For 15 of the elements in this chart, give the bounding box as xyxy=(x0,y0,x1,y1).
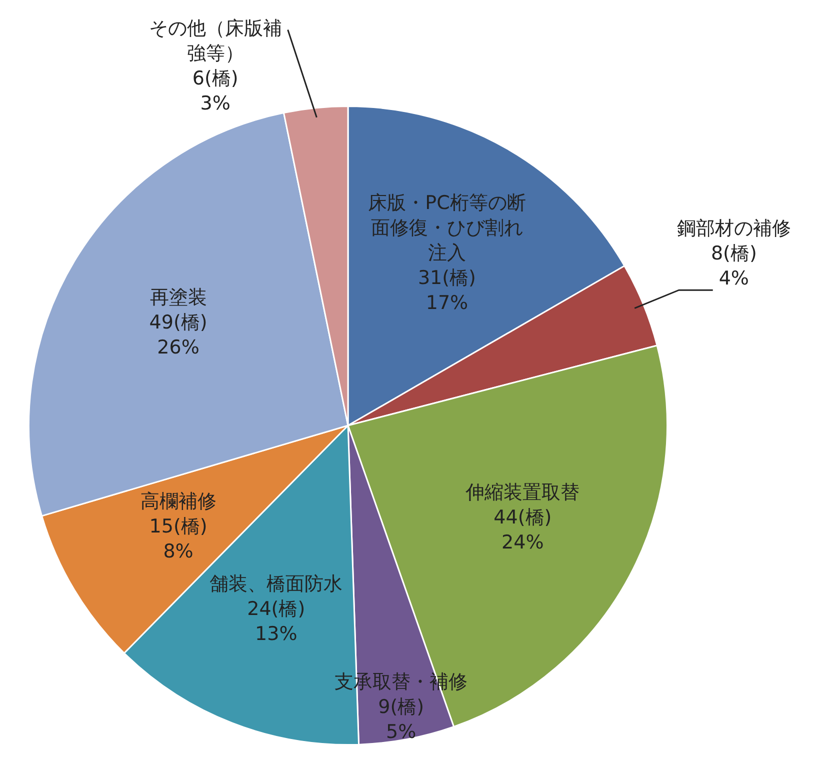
data-label: 15(橋) 8% xyxy=(149,515,208,562)
slice-label: 床版・PC桁等の断面修復・ひび割れ注入 xyxy=(368,192,526,264)
slice-label: 鋼部材の補修 xyxy=(676,218,791,240)
slice-label: 再塗装 xyxy=(150,286,207,309)
slice-label: その他（床版補強等） xyxy=(148,18,282,65)
slice-label: 舗装、橋面防水 xyxy=(210,572,343,595)
data-label: 31(橋) 17% xyxy=(418,267,476,314)
data-label: 44(橋) 24% xyxy=(494,506,552,554)
data-label: 9(橋) 5% xyxy=(378,696,424,743)
data-label: 6(橋) 3% xyxy=(192,68,238,115)
data-label: 49(橋) 26% xyxy=(149,312,208,359)
slice-label: 高欄補修 xyxy=(140,490,216,512)
data-label: 24(橋) 13% xyxy=(247,598,306,645)
data-label: 8(橋) 4% xyxy=(710,242,757,290)
slice-label: 伸縮装置取替 xyxy=(464,482,580,504)
